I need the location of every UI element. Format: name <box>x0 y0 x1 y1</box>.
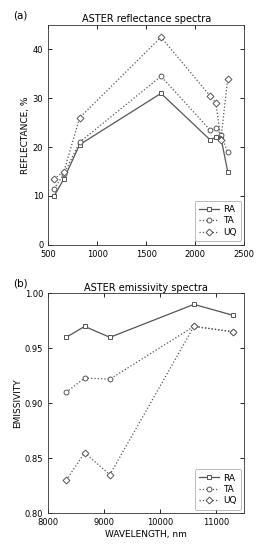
UQ <box>226 75 229 82</box>
UQ <box>192 323 196 329</box>
RA <box>209 136 212 143</box>
Y-axis label: REFLECTANCE, %: REFLECTANCE, % <box>21 96 30 174</box>
RA <box>232 312 235 318</box>
Line: TA: TA <box>64 324 236 395</box>
Legend: RA, TA, UQ: RA, TA, UQ <box>195 469 241 510</box>
RA <box>226 168 229 175</box>
TA <box>219 131 222 138</box>
UQ <box>65 477 68 483</box>
Text: (b): (b) <box>13 279 28 289</box>
RA <box>83 323 86 329</box>
TA <box>65 389 68 395</box>
TA <box>159 73 163 80</box>
Title: ASTER reflectance spectra: ASTER reflectance spectra <box>82 14 211 24</box>
Line: TA: TA <box>52 74 230 191</box>
RA <box>62 175 65 182</box>
TA <box>226 148 229 155</box>
TA <box>232 328 235 335</box>
TA <box>108 376 111 382</box>
UQ <box>52 175 56 182</box>
UQ <box>209 92 212 99</box>
UQ <box>83 449 86 456</box>
Text: (a): (a) <box>13 10 27 20</box>
RA <box>65 334 68 340</box>
UQ <box>219 136 222 143</box>
RA <box>78 141 81 148</box>
TA <box>214 124 218 131</box>
RA <box>52 192 56 199</box>
UQ <box>108 471 111 478</box>
RA <box>159 90 163 97</box>
TA <box>83 375 86 381</box>
Y-axis label: EMISSIVITY: EMISSIVITY <box>13 378 22 428</box>
TA <box>78 139 81 146</box>
UQ <box>159 34 163 41</box>
TA <box>209 126 212 133</box>
RA <box>192 301 196 307</box>
Line: UQ: UQ <box>64 324 236 483</box>
UQ <box>232 328 235 335</box>
Line: UQ: UQ <box>52 35 230 182</box>
UQ <box>78 114 81 121</box>
RA <box>219 134 222 141</box>
Line: RA: RA <box>52 91 230 199</box>
RA <box>108 334 111 340</box>
Title: ASTER emissivity spectra: ASTER emissivity spectra <box>84 283 208 293</box>
X-axis label: WAVELENGTH, nm: WAVELENGTH, nm <box>105 530 187 539</box>
Line: RA: RA <box>64 302 236 340</box>
TA <box>192 323 196 329</box>
Legend: RA, TA, UQ: RA, TA, UQ <box>195 201 241 241</box>
TA <box>62 170 65 177</box>
RA <box>214 134 218 141</box>
TA <box>52 185 56 192</box>
UQ <box>214 100 218 107</box>
UQ <box>62 168 65 175</box>
